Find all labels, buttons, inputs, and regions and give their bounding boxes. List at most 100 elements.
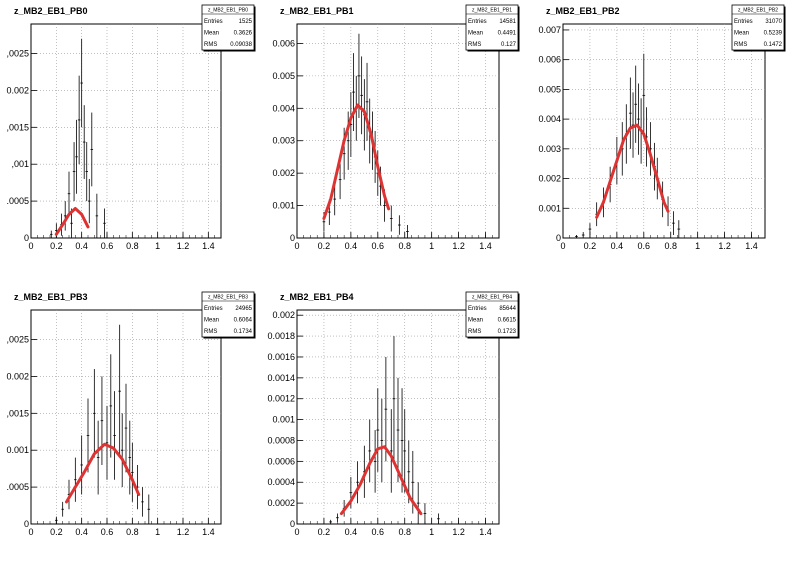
- data-point: [416, 482, 420, 524]
- stats-value: 24965: [235, 306, 252, 312]
- stats-box-body: [201, 4, 255, 51]
- histogram-title: z_MB2_EB1_PB4: [280, 292, 354, 302]
- stats-value: 1525: [239, 19, 253, 25]
- data-point: [118, 324, 121, 458]
- x-tick-label: 0: [294, 241, 299, 251]
- x-tick-label: 0.8: [126, 241, 139, 251]
- y-tick-label: 0.0008: [267, 435, 295, 445]
- data-point: [356, 461, 359, 504]
- data-point: [637, 83, 640, 155]
- stats-value: 0.6064: [234, 318, 253, 324]
- stats-name: z_MB2_EB1_PB0: [208, 8, 248, 14]
- data-point: [80, 38, 83, 128]
- stats-value: 0.09038: [230, 42, 252, 48]
- data-point: [403, 409, 407, 493]
- fit-curve: [65, 442, 141, 504]
- y-tick-label: ,0025: [6, 49, 29, 59]
- stats-value: 31070: [765, 19, 782, 25]
- x-tick-label: 1.2: [452, 241, 465, 251]
- data-point: [389, 205, 393, 232]
- fit-curve: [54, 207, 90, 236]
- data-point: [75, 119, 78, 194]
- data-point: [128, 420, 132, 495]
- histogram-title: z_MB2_EB1_PB0: [14, 6, 88, 16]
- stats-value: 14581: [499, 19, 516, 25]
- data-point: [67, 171, 71, 216]
- y-tick-label: 0.0014: [267, 373, 295, 383]
- y-tick-label: 0.002: [272, 168, 295, 178]
- data-layer: [322, 33, 409, 238]
- y-tick-label: 0.005: [538, 84, 561, 94]
- data-point: [400, 388, 404, 493]
- data-point: [77, 75, 81, 165]
- data-point: [368, 419, 372, 483]
- y-tick-label: 0: [290, 519, 295, 529]
- data-point: [437, 513, 440, 524]
- x-tick-label: 0.4: [75, 241, 88, 251]
- data-layer: [575, 53, 681, 238]
- data-point: [95, 193, 99, 238]
- y-tick-label: 0.006: [272, 38, 295, 48]
- histogram-panel: 0 0.2 0.4 0.6 0.8 1 1.2 1.4 0 .0005 ,001 ,0015 0.002…: [6, 4, 256, 251]
- x-tick-label: 0: [28, 527, 33, 537]
- stats-label: Entries: [734, 19, 753, 25]
- stats-box-body: [465, 4, 519, 51]
- x-tick-label: 1.2: [177, 241, 190, 251]
- x-tick-label: 0.4: [75, 527, 88, 537]
- stats-label: RMS: [204, 42, 217, 48]
- stats-value: 0.1734: [234, 329, 253, 335]
- x-tick-label: 0.6: [101, 241, 114, 251]
- y-tick-label: ,001: [11, 159, 29, 169]
- stats-label: Entries: [468, 306, 487, 312]
- stats-name: z_MB2_EB1_PB4: [472, 295, 512, 301]
- y-tick-label: ,0015: [6, 408, 29, 418]
- data-point: [365, 62, 369, 141]
- histogram-title: z_MB2_EB1_PB2: [546, 6, 620, 16]
- stats-label: Mean: [468, 318, 483, 324]
- data-point: [338, 160, 342, 200]
- data-point: [406, 225, 409, 238]
- stats-box: z_MB2_EB1_PB2 Entries 31070 Mean 0.5239 RMS 0.…: [731, 4, 786, 52]
- x-tick-label: 0.4: [611, 241, 624, 251]
- x-tick-label: 1.2: [177, 527, 190, 537]
- stats-box-body: [465, 291, 519, 338]
- x-tick-label: 1.4: [479, 527, 492, 537]
- data-point: [105, 405, 109, 480]
- x-tick-label: 1: [695, 241, 700, 251]
- y-tick-label: ,0025: [6, 335, 29, 345]
- stats-box-body: [731, 4, 785, 51]
- x-tick-label: 0.2: [50, 527, 63, 537]
- data-point: [392, 336, 396, 462]
- x-tick-label: 1.4: [202, 527, 215, 537]
- stats-label: RMS: [204, 329, 217, 335]
- x-tick-label: 0.8: [664, 241, 677, 251]
- x-tick-label: 0.2: [50, 241, 63, 251]
- stats-box: z_MB2_EB1_PB0 Entries 1525 Mean 0.3626 RMS 0.0…: [201, 4, 256, 52]
- x-tick-label: 1: [429, 241, 434, 251]
- y-tick-label: 0.001: [272, 201, 295, 211]
- stats-label: Entries: [468, 19, 487, 25]
- stats-value: 0.6615: [498, 318, 517, 324]
- stats-label: Mean: [204, 31, 219, 37]
- y-tick-label: 0.001: [272, 415, 295, 425]
- y-tick-label: 0.0002: [267, 498, 295, 508]
- data-point: [113, 391, 116, 480]
- data-point: [380, 398, 384, 483]
- x-tick-label: 0.4: [345, 241, 358, 251]
- data-point: [147, 494, 151, 524]
- x-tick-label: 0.6: [372, 241, 385, 251]
- stats-box: z_MB2_EB1_PB4 Entries 85644 Mean 0.6615 RMS 0.…: [465, 291, 520, 339]
- data-point: [80, 435, 83, 495]
- x-tick-label: 0.8: [398, 241, 411, 251]
- x-tick-label: 1.2: [452, 527, 465, 537]
- y-tick-label: 0.004: [538, 114, 561, 124]
- fit-curve: [595, 123, 670, 219]
- data-point: [423, 503, 427, 524]
- y-tick-label: 0.003: [272, 136, 295, 146]
- data-point: [352, 53, 355, 131]
- stats-value: 85644: [499, 306, 516, 312]
- data-point: [85, 142, 88, 202]
- data-point: [55, 516, 58, 524]
- data-point: [82, 105, 86, 179]
- data-point: [120, 413, 124, 488]
